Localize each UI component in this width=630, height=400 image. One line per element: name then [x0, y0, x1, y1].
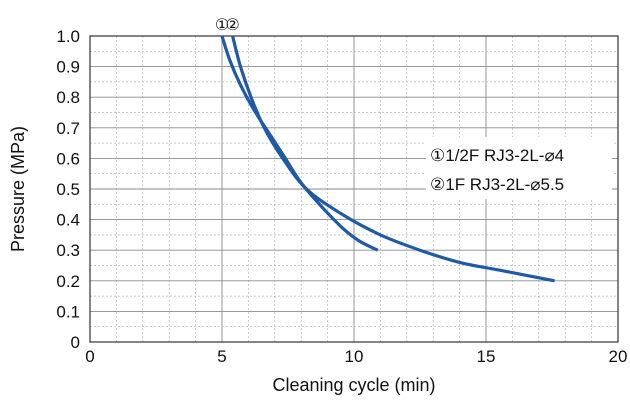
y-axis-label: Pressure (MPa)	[8, 126, 28, 252]
y-tick-label: 0.3	[56, 241, 80, 260]
legend-background	[426, 137, 612, 199]
y-tick-label: 0	[71, 333, 80, 352]
x-tick-label: 5	[217, 347, 226, 366]
y-tick-label: 0.1	[56, 302, 80, 321]
legend-entry-1: ①1/2F RJ3-2L-⌀4	[430, 146, 564, 165]
x-tick-label: 0	[85, 347, 94, 366]
plot-frame	[89, 35, 619, 343]
y-tick-label: 0.7	[56, 119, 80, 138]
series-line-2	[231, 35, 555, 283]
tick-labels: 0 5 10 15 20 0 0.1 0.2 0.3 0.4 0.5 0.6 0.7 0.8 0.9 1.0	[56, 27, 627, 366]
y-tick-label: 0.9	[56, 58, 80, 77]
legend-entry-2: ②1F RJ3-2L-⌀5.5	[430, 175, 564, 194]
x-axis-label: Cleaning cycle (min)	[272, 375, 435, 395]
x-tick-label: 10	[345, 347, 364, 366]
y-tick-label: 0.2	[56, 272, 80, 291]
x-tick-label: 15	[477, 347, 496, 366]
y-tick-label: 0.5	[56, 180, 80, 199]
y-tick-label: 0.4	[56, 211, 80, 230]
series-marker-1: ①	[215, 15, 229, 34]
series-lines	[220, 35, 555, 283]
series-line-1	[220, 35, 379, 252]
series-markers: ①②	[215, 15, 240, 34]
series-marker-2: ②	[225, 15, 239, 34]
legend: ①1/2F RJ3-2L-⌀4 ②1F RJ3-2L-⌀5.5	[426, 137, 612, 199]
x-tick-label: 20	[609, 347, 628, 366]
y-tick-label: 0.8	[56, 88, 80, 107]
y-tick-label: 1.0	[56, 27, 80, 46]
y-tick-label: 0.6	[56, 149, 80, 168]
